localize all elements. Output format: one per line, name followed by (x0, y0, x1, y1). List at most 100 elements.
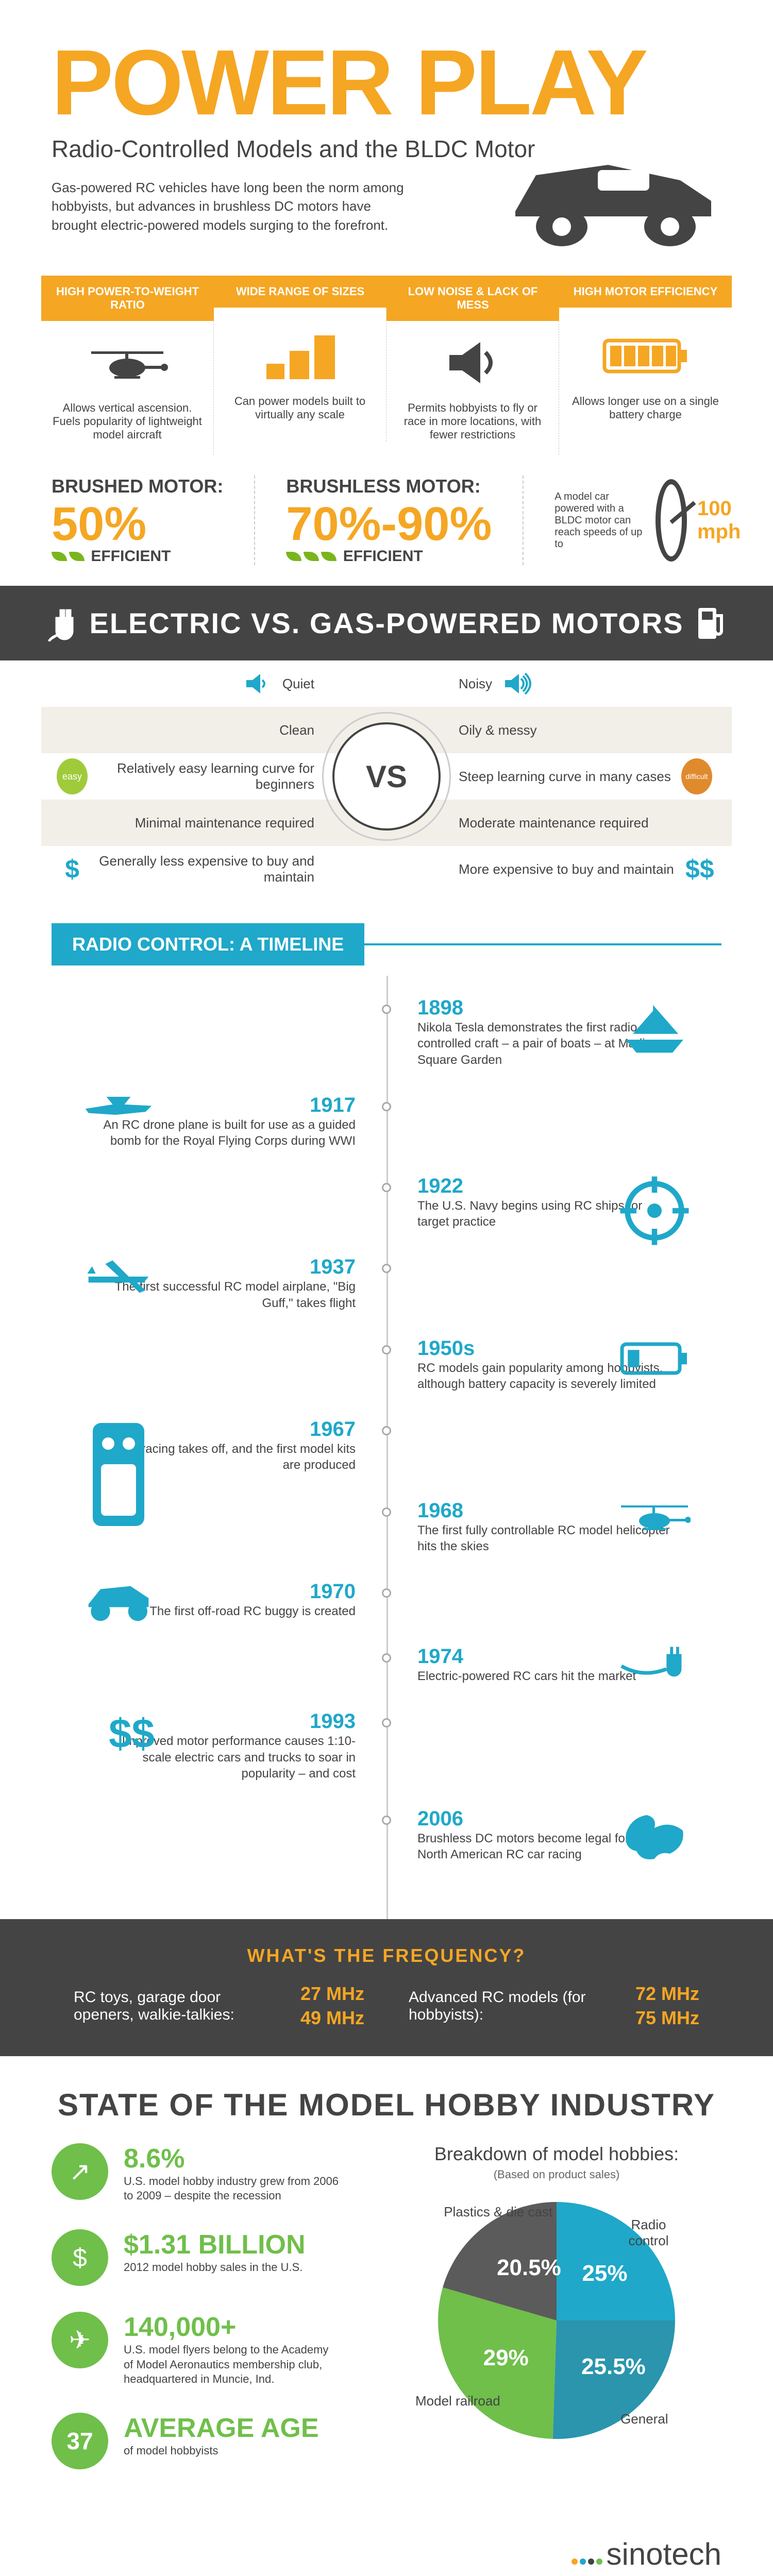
feature-card: LOW NOISE & LACK OF MESS Permits hobbyis… (386, 276, 559, 455)
pie-slice-label: Model railroad (415, 2393, 500, 2409)
stat-desc: U.S. model hobby industry grew from 2006… (124, 2174, 340, 2204)
vs-left-text: Clean (279, 722, 314, 738)
vs-right-text: More expensive to buy and maintain (459, 861, 674, 877)
vs-row: Quiet Noisy (41, 660, 732, 707)
vs-body: VS Quiet NoisyClean Oily & messyeasyRela… (0, 660, 773, 892)
vs-icon (502, 668, 533, 699)
vs-right-text: Steep learning curve in many cases (459, 769, 671, 785)
feature-header: LOW NOISE & LACK OF MESS (386, 276, 559, 321)
vs-icon: easy (57, 761, 88, 792)
pie-title: Breakdown of model hobbies: (392, 2143, 721, 2165)
timeline-item: 1922 The U.S. Navy begins using RC ships… (52, 1175, 721, 1230)
logo-text: sinotech (607, 2536, 721, 2572)
feature-header: WIDE RANGE OF SIZES (214, 276, 386, 308)
map-icon (618, 1807, 691, 1859)
pie-slice-label: General (620, 2411, 668, 2427)
stat-icon: ✈ (52, 2312, 108, 2368)
pie-slice-pct: 20.5% (497, 2255, 561, 2281)
intro-text: Gas-powered RC vehicles have long been t… (52, 178, 412, 234)
timeline-item: 1898 Nikola Tesla demonstrates the first… (52, 996, 721, 1068)
timeline-item: 1937 The first successful RC model airpl… (52, 1256, 721, 1311)
feature-header: HIGH POWER-TO-WEIGHT RATIO (41, 276, 214, 321)
pie-slice-pct: 25% (582, 2261, 627, 2286)
pie-slice-pct: 25.5% (581, 2354, 646, 2380)
vs-right-text: Moderate maintenance required (459, 815, 649, 831)
features-row: HIGH POWER-TO-WEIGHT RATIO Allows vertic… (0, 276, 773, 455)
freq-right-label: Advanced RC models (for hobbyists): (409, 1989, 615, 2024)
speed-intro: A model car powered with a BLDC motor ca… (554, 491, 645, 550)
stat-desc: U.S. model flyers belong to the Academy … (124, 2343, 340, 2387)
vs-left-text: Generally less expensive to buy and main… (98, 853, 314, 885)
vs-left-text: Relatively easy learning curve for begin… (98, 760, 314, 792)
brushed-label: BRUSHED MOTOR: (52, 476, 223, 497)
brushed-value: 50% (52, 500, 223, 548)
freq-left-label: RC toys, garage door openers, walkie-tal… (74, 1989, 280, 2024)
stat-icon: 37 (52, 2413, 108, 2469)
stat-desc: 2012 model hobby sales in the U.S. (124, 2260, 306, 2275)
freq-left-v1: 27 MHz (300, 1982, 364, 2006)
stat-item: $ $1.31 BILLION 2012 model hobby sales i… (52, 2229, 361, 2286)
feature-card: WIDE RANGE OF SIZES Can power models bui… (214, 276, 386, 455)
feature-text: Allows longer use on a single battery ch… (569, 395, 721, 421)
header-section: POWER PLAY Radio-Controlled Models and t… (0, 0, 773, 255)
plug-icon (46, 605, 82, 641)
bars-icon (264, 328, 336, 384)
timeline-item: 1917 An RC drone plane is built for use … (52, 1094, 721, 1149)
gas-pump-icon (696, 605, 727, 641)
pie-slice-label: Plastics & die cast (444, 2204, 552, 2220)
efficient-word: EFFICIENT (91, 548, 171, 565)
logo: sinotech (0, 2536, 773, 2576)
boat-icon (618, 996, 691, 1048)
vs-icon (241, 668, 272, 699)
brushless-value: 70%-90% (286, 500, 492, 548)
pie-section: Breakdown of model hobbies: (Based on pr… (392, 2143, 721, 2495)
speed-value: 100 mph (697, 497, 741, 544)
vs-right-text: Noisy (459, 676, 492, 692)
battery2-icon (618, 1337, 691, 1388)
heli2-icon (618, 1499, 691, 1551)
freq-left-v2: 49 MHz (300, 2006, 364, 2030)
rc-car-icon (505, 144, 721, 247)
vs-icon (94, 807, 125, 838)
timeline-item: $$ 1993 Improved motor performance cause… (52, 1710, 721, 1782)
buggy-icon (82, 1580, 155, 1632)
pie-slice-label: Radio control (622, 2217, 675, 2249)
feature-text: Allows vertical ascension. Fuels popular… (52, 401, 203, 442)
vs-header: ELECTRIC VS. GAS-POWERED MOTORS (0, 586, 773, 660)
frequency-section: WHAT'S THE FREQUENCY? RC toys, garage do… (0, 1919, 773, 2056)
stat-desc: of model hobbyists (124, 2444, 319, 2459)
main-title: POWER PLAY (52, 41, 721, 125)
feature-text: Can power models built to virtually any … (224, 395, 376, 421)
stat-item: ✈ 140,000+ U.S. model flyers belong to t… (52, 2312, 361, 2387)
timeline-item: 1970 The first off-road RC buggy is crea… (52, 1580, 721, 1619)
timeline-item: 1967 RC car racing takes off, and the fi… (52, 1418, 721, 1473)
brushless-label: BRUSHLESS MOTOR: (286, 476, 492, 497)
stat-value: 8.6% (124, 2143, 340, 2174)
target-icon (618, 1175, 691, 1226)
vs-icon: $ (57, 854, 88, 885)
stat-value: $1.31 BILLION (124, 2229, 306, 2260)
pie-slice-pct: 29% (483, 2345, 529, 2371)
stat-item: ↗ 8.6% U.S. model hobby industry grew fr… (52, 2143, 361, 2204)
efficiency-row: BRUSHED MOTOR: 50% EFFICIENT BRUSHLESS M… (0, 455, 773, 586)
vs-circle: VS (332, 722, 441, 831)
heli-icon (86, 334, 169, 391)
efficient-word: EFFICIENT (343, 548, 423, 565)
timeline-item: 2006 Brushless DC motors become legal fo… (52, 1807, 721, 1862)
remote-icon (82, 1418, 155, 1469)
timeline-item: 1968 The first fully controllable RC mod… (52, 1499, 721, 1554)
speaker-icon (447, 334, 498, 391)
speedometer-icon (656, 479, 687, 562)
plane-icon (82, 1256, 155, 1307)
plugcord-icon (618, 1645, 691, 1697)
feature-header: HIGH MOTOR EFFICIENCY (559, 276, 732, 308)
stat-title: AVERAGE AGE (124, 2413, 319, 2444)
vs-icon (547, 715, 578, 745)
vs-left-text: Minimal maintenance required (135, 815, 314, 831)
timeline-item: 1974 Electric-powered RC cars hit the ma… (52, 1645, 721, 1684)
vs-left-text: Quiet (282, 676, 314, 692)
freq-right-v1: 72 MHz (635, 1982, 699, 2006)
timeline-title: RADIO CONTROL: A TIMELINE (52, 923, 364, 965)
drone-icon (82, 1094, 155, 1145)
stats-column: ↗ 8.6% U.S. model hobby industry grew fr… (52, 2143, 361, 2495)
